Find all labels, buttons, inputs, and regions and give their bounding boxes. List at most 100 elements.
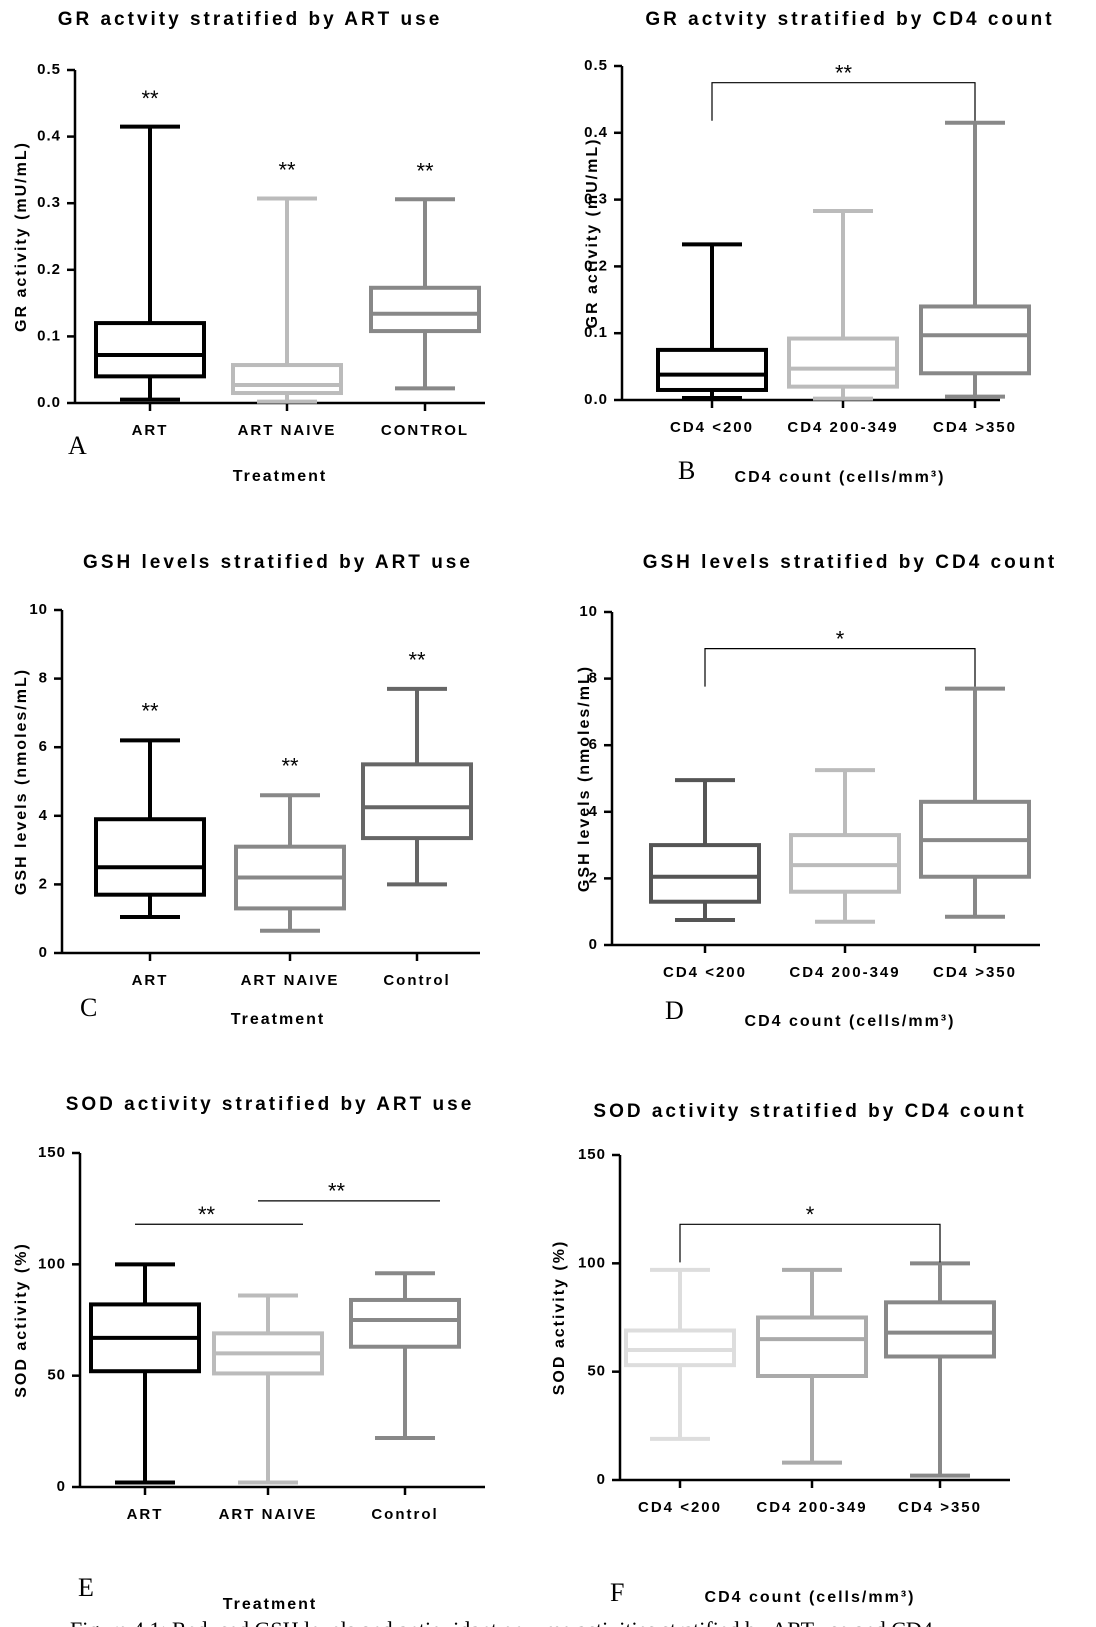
y-tick-label: 8: [589, 670, 598, 687]
panel-label: D: [665, 996, 684, 1025]
comparison-bracket: [705, 649, 975, 687]
y-tick-label: 0.3: [584, 191, 608, 208]
x-tick-label: CD4 <200: [638, 1499, 722, 1516]
y-tick-label: 4: [589, 803, 598, 820]
box: [658, 350, 766, 390]
comparison-label: *: [806, 1202, 815, 1227]
comparison-label: *: [836, 626, 845, 651]
x-tick-label: ART: [132, 972, 169, 989]
box: [96, 323, 204, 376]
y-axis-label: GR activity (mU/mL): [584, 138, 601, 329]
x-tick-label: CD4 <200: [663, 964, 747, 981]
box: [651, 845, 759, 902]
x-tick-label: CD4 >350: [933, 419, 1017, 436]
box: [789, 339, 897, 387]
y-tick-label: 0.1: [37, 327, 61, 344]
box: [363, 764, 471, 838]
y-axis-label: GSH levels (nmoles/mL): [13, 668, 30, 895]
significance-star: **: [141, 86, 159, 111]
x-axis-label: CD4 count (cells/mm³): [745, 1013, 956, 1030]
figure: Figure 4.1: Reduced GSH levels and antio…: [0, 0, 1096, 1627]
y-tick-label: 0.1: [584, 324, 608, 341]
x-tick-label: ART NAIVE: [219, 1506, 318, 1523]
comparison-label: **: [835, 61, 853, 86]
y-tick-label: 10: [29, 601, 48, 618]
y-axis-label: GSH levels (nmoles/mL): [576, 665, 593, 892]
y-tick-label: 0: [589, 936, 598, 953]
y-axis-label: SOD activity (%): [551, 1240, 568, 1396]
x-tick-label: Control: [371, 1506, 438, 1523]
x-tick-label: ART NAIVE: [238, 422, 337, 439]
y-tick-label: 0.0: [584, 391, 608, 408]
chart-title: GR actvity stratified by CD4 count: [645, 9, 1054, 30]
y-tick-label: 100: [38, 1255, 66, 1272]
box: [96, 819, 204, 894]
x-tick-label: CD4 200-349: [756, 1499, 867, 1516]
y-tick-label: 50: [587, 1363, 606, 1380]
x-axis-label: Treatment: [233, 468, 327, 485]
comparison-label: **: [328, 1179, 346, 1204]
y-tick-label: 0.4: [37, 128, 61, 145]
box: [758, 1318, 866, 1377]
y-tick-label: 0.0: [37, 394, 61, 411]
y-tick-label: 8: [39, 670, 48, 687]
panel-label: E: [78, 1573, 94, 1602]
y-tick-label: 50: [47, 1367, 66, 1384]
panel-label: F: [610, 1578, 624, 1607]
box: [921, 306, 1029, 373]
y-tick-label: 6: [39, 738, 48, 755]
comparison-bracket: [712, 83, 975, 121]
y-axis-label: GR activity (mU/mL): [13, 141, 30, 332]
chart-title: GR actvity stratified by ART use: [58, 9, 443, 30]
y-tick-label: 150: [38, 1144, 66, 1161]
comparison-label: **: [198, 1202, 216, 1227]
box: [233, 365, 341, 393]
box: [371, 288, 479, 331]
y-tick-label: 150: [578, 1146, 606, 1163]
chart-title: SOD activity stratified by CD4 count: [593, 1101, 1026, 1122]
y-tick-label: 6: [589, 736, 598, 753]
x-tick-label: CONTROL: [381, 422, 469, 439]
y-tick-label: 10: [579, 603, 598, 620]
chart-title: SOD activity stratified by ART use: [66, 1094, 475, 1115]
y-tick-label: 0.2: [584, 257, 608, 274]
caption: Figure 4.1: Reduced GSH levels and antio…: [70, 1617, 933, 1627]
chart-title: GSH levels stratified by ART use: [83, 552, 473, 573]
x-tick-label: CD4 200-349: [787, 419, 898, 436]
y-tick-label: 0: [57, 1478, 66, 1495]
y-tick-label: 0: [39, 944, 48, 961]
panel-label: B: [678, 456, 695, 485]
panel-label: A: [68, 431, 87, 460]
x-tick-label: Control: [383, 972, 450, 989]
y-tick-label: 0: [597, 1471, 606, 1488]
y-tick-label: 4: [39, 807, 48, 824]
y-tick-label: 0.5: [584, 57, 608, 74]
x-axis-label: Treatment: [231, 1011, 325, 1028]
significance-star: **: [281, 754, 299, 779]
x-tick-label: ART NAIVE: [241, 972, 340, 989]
box: [886, 1302, 994, 1356]
x-tick-label: CD4 <200: [670, 419, 754, 436]
x-tick-label: ART: [127, 1506, 164, 1523]
x-axis-label: CD4 count (cells/mm³): [735, 469, 946, 486]
y-tick-label: 0.4: [584, 124, 608, 141]
y-tick-label: 100: [578, 1254, 606, 1271]
y-tick-label: 2: [589, 869, 598, 886]
x-tick-label: CD4 >350: [898, 1499, 982, 1516]
box: [351, 1300, 459, 1347]
comparison-bracket: [680, 1224, 940, 1262]
y-tick-label: 2: [39, 875, 48, 892]
significance-star: **: [141, 699, 159, 724]
significance-star: **: [408, 647, 426, 672]
y-axis-label: SOD activity (%): [13, 1242, 30, 1398]
x-tick-label: CD4 >350: [933, 964, 1017, 981]
x-axis-label: CD4 count (cells/mm³): [705, 1589, 916, 1606]
y-tick-label: 0.2: [37, 261, 61, 278]
y-tick-label: 0.3: [37, 194, 61, 211]
x-tick-label: CD4 200-349: [789, 964, 900, 981]
significance-star: **: [416, 158, 434, 183]
x-tick-label: ART: [132, 422, 169, 439]
box: [626, 1331, 734, 1366]
panel-label: C: [80, 993, 97, 1022]
x-axis-label: Treatment: [223, 1596, 317, 1613]
